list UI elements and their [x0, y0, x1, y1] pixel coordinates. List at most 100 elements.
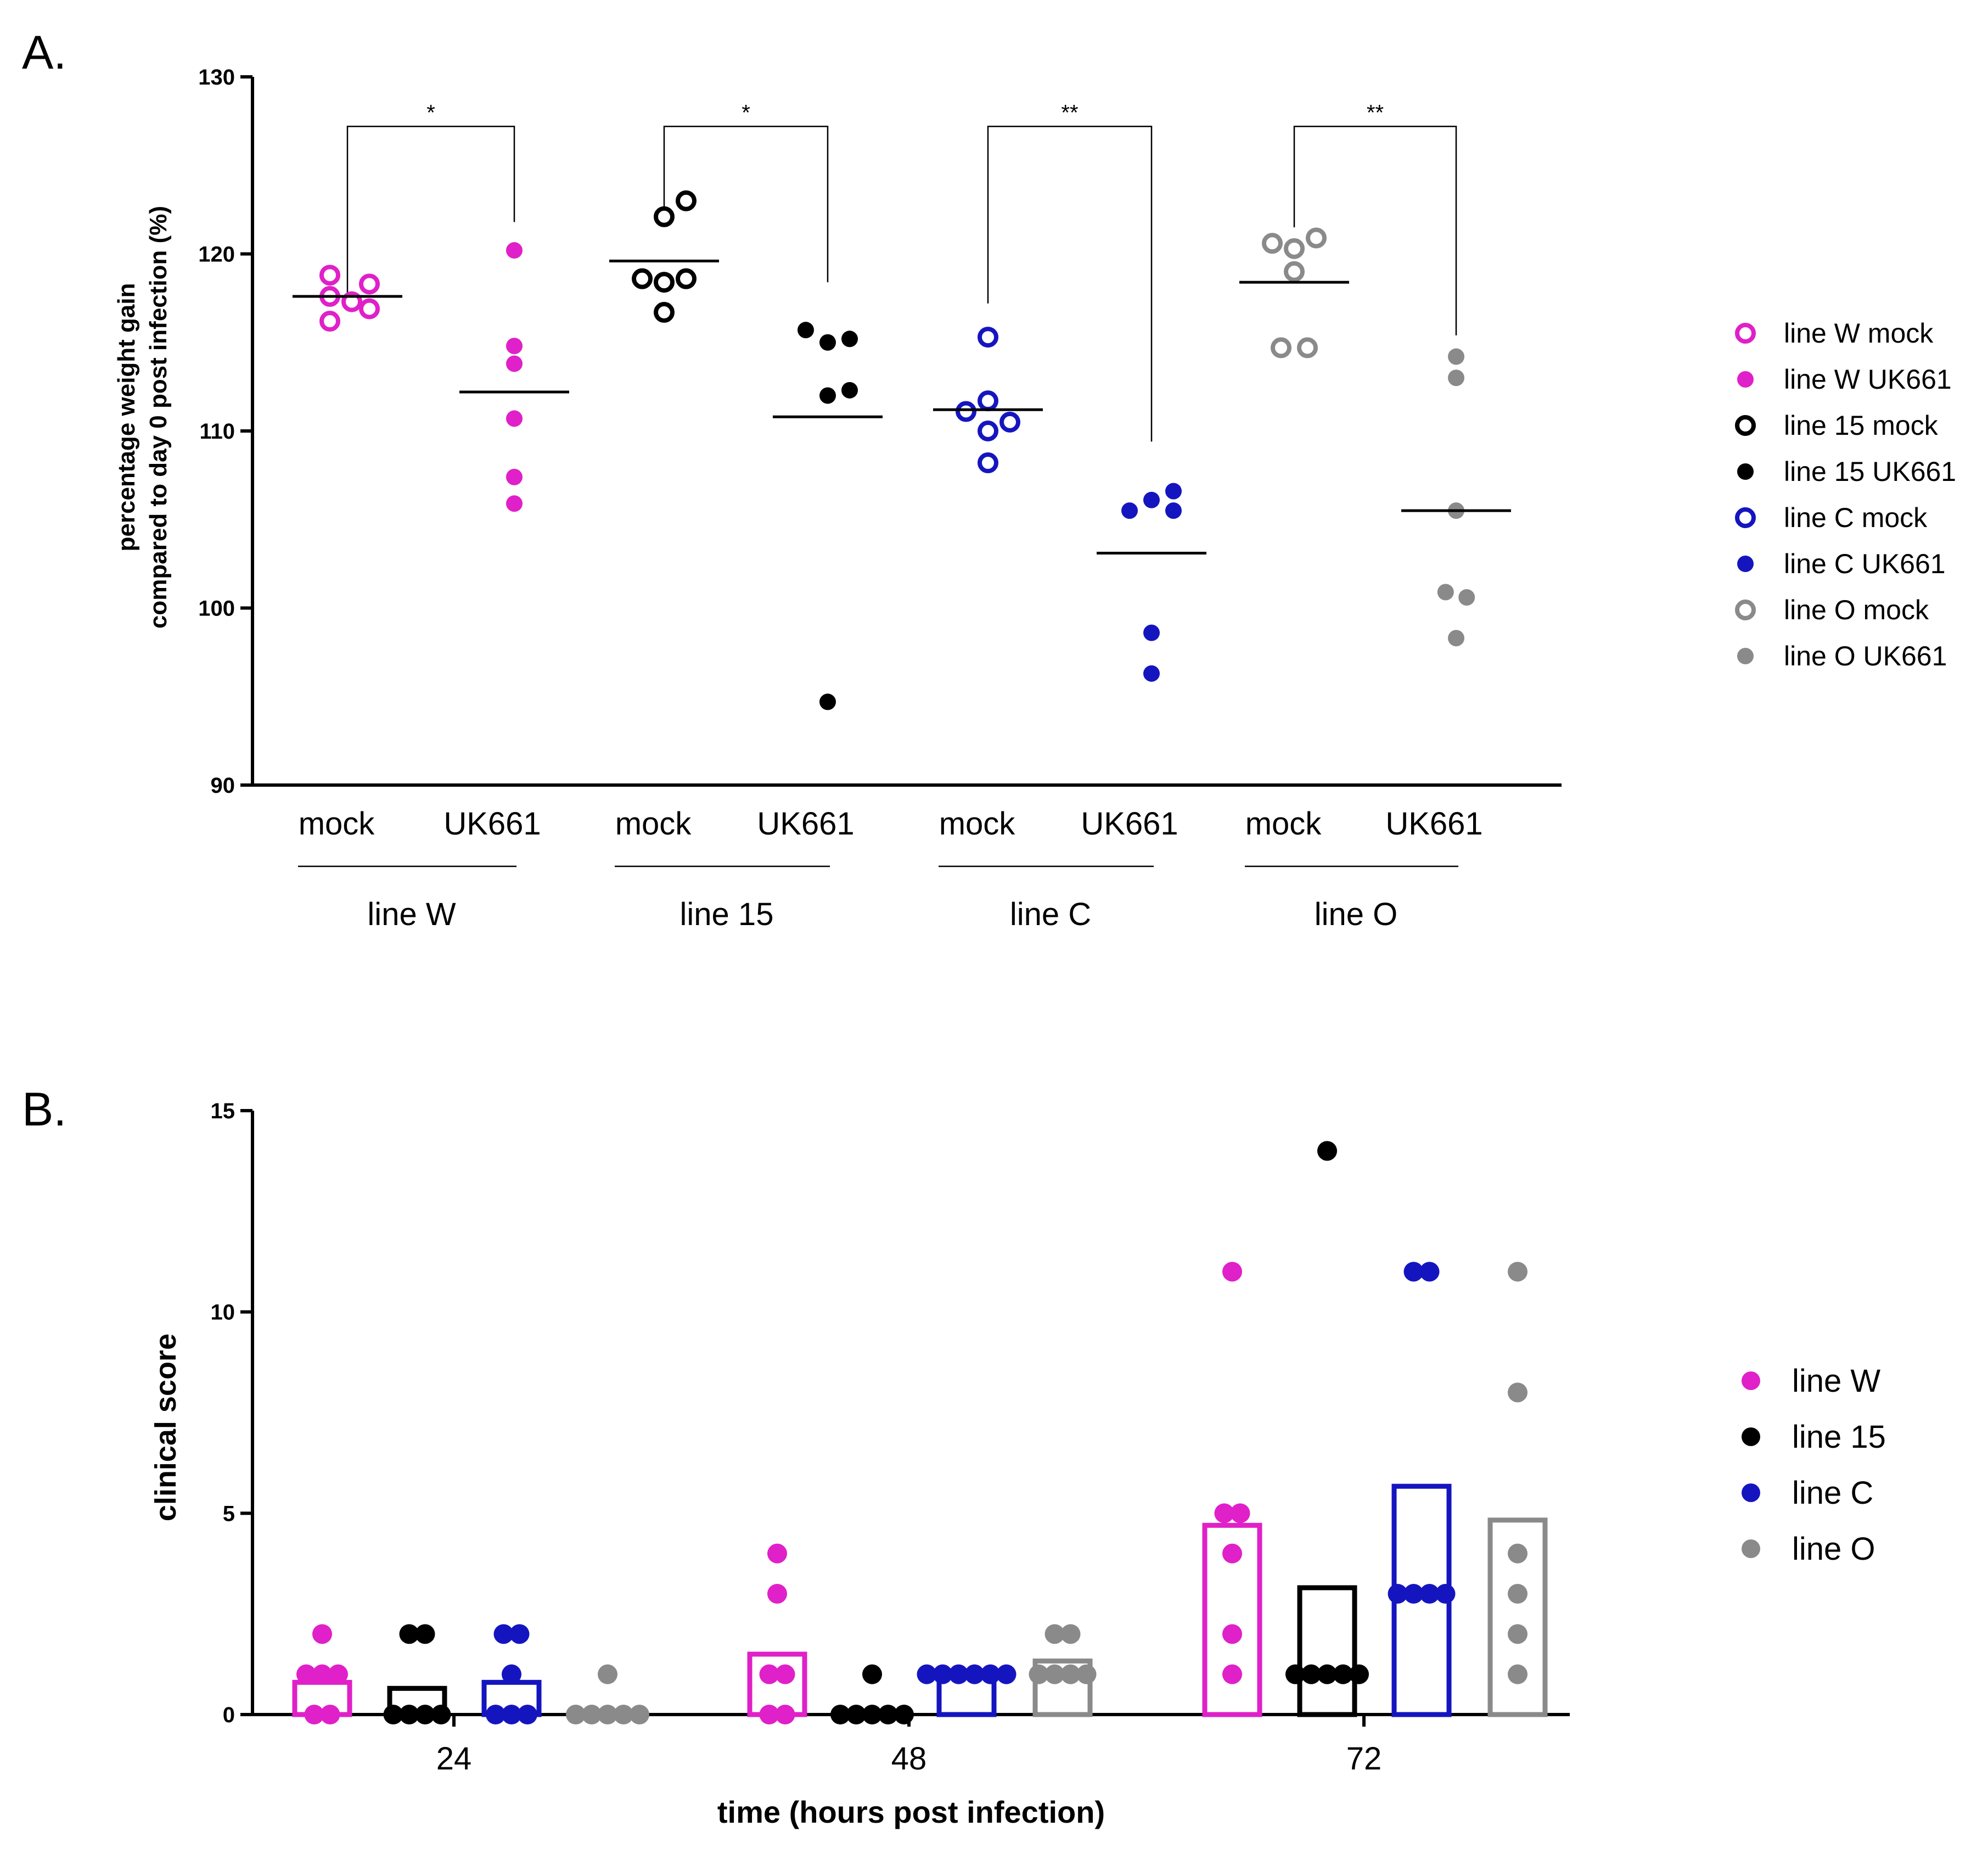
x-group-label: line W	[367, 897, 456, 932]
data-point	[1284, 238, 1305, 259]
data-point	[632, 268, 653, 289]
data-point	[506, 338, 523, 355]
data-point	[980, 1664, 1001, 1684]
data-point	[415, 1705, 435, 1724]
data-point	[1349, 1664, 1369, 1684]
data-point	[566, 1705, 586, 1724]
data-point	[1271, 337, 1291, 359]
data-point	[1301, 1664, 1321, 1684]
x-category-label: UK661	[1081, 806, 1178, 842]
data-point	[359, 298, 380, 320]
data-point	[846, 1705, 866, 1724]
panel-b: B. 0 5 10 15 24 48 72 clinical score time (hou…	[22, 1083, 1886, 1829]
data-point	[767, 1543, 787, 1564]
x-category-label: UK661	[443, 806, 541, 842]
data-point	[654, 301, 675, 323]
significance-bracket	[1293, 126, 1457, 335]
legend-label: line 15	[1792, 1419, 1886, 1455]
data-point	[399, 1705, 419, 1724]
panel-a-axes: 90 100 110 120 130	[198, 65, 1562, 798]
data-point	[830, 1705, 850, 1724]
mean-bar	[1202, 1522, 1262, 1717]
legend-label: line 15 mock	[1784, 410, 1939, 441]
data-point	[506, 468, 523, 485]
data-point	[676, 190, 697, 211]
legend-marker	[1735, 507, 1756, 528]
x-group-label: line 15	[680, 897, 774, 932]
data-point	[509, 1624, 530, 1644]
data-point	[999, 411, 1020, 433]
panel-b-label: B.	[22, 1083, 66, 1136]
data-point	[1448, 369, 1464, 387]
data-point	[1230, 1503, 1250, 1523]
data-point	[759, 1705, 779, 1724]
data-point	[1222, 1262, 1242, 1282]
legend-marker	[1737, 648, 1754, 664]
data-point	[598, 1664, 617, 1684]
data-point	[1222, 1543, 1242, 1564]
legend-marker	[1735, 600, 1756, 620]
data-point	[676, 268, 697, 289]
legend-label: line C mock	[1784, 502, 1928, 533]
data-point	[1419, 1584, 1440, 1604]
significance-marker: *	[426, 100, 435, 125]
y-tick-label: 90	[211, 774, 235, 798]
x-category-label: mock	[1245, 806, 1322, 842]
data-point	[1297, 337, 1318, 359]
data-point	[1317, 1664, 1337, 1684]
data-point	[1165, 483, 1182, 500]
data-point	[654, 206, 675, 227]
data-point	[502, 1705, 521, 1724]
data-point	[383, 1705, 403, 1724]
data-point	[1076, 1664, 1097, 1684]
data-point	[630, 1705, 649, 1724]
legend-label: line W	[1792, 1363, 1880, 1399]
legend-marker	[1735, 323, 1756, 344]
mean-bar	[1032, 1658, 1093, 1717]
significance-brackets: * * ** **	[346, 100, 1457, 442]
panel-a-points	[319, 190, 1475, 710]
x-group-label: line C	[1010, 897, 1091, 932]
x-tick-label: 48	[891, 1741, 927, 1777]
significance-bracket	[346, 126, 515, 304]
data-point	[917, 1664, 937, 1684]
x-tick-label: 24	[436, 1741, 472, 1777]
data-point	[304, 1705, 324, 1724]
data-point	[506, 410, 523, 427]
data-point	[964, 1664, 985, 1684]
data-point	[894, 1705, 914, 1724]
x-category-label: mock	[939, 806, 1016, 842]
panel-a-means	[293, 259, 1511, 555]
data-point	[1435, 1584, 1456, 1604]
data-point	[1060, 1664, 1081, 1684]
y-tick-label: 130	[198, 65, 235, 89]
data-point	[1143, 665, 1160, 682]
data-point	[1403, 1262, 1424, 1282]
legend-marker	[1742, 1427, 1760, 1446]
data-point	[978, 390, 998, 412]
data-point	[978, 421, 998, 441]
data-point	[1214, 1503, 1234, 1523]
data-point	[319, 311, 340, 332]
data-point	[320, 1705, 340, 1724]
data-point	[1029, 1664, 1049, 1684]
significance-marker: *	[742, 100, 750, 125]
data-point	[996, 1664, 1017, 1684]
data-point	[399, 1624, 419, 1644]
data-point	[1262, 233, 1283, 254]
data-point	[798, 322, 814, 339]
data-point	[1508, 1382, 1527, 1403]
legend-marker	[1737, 556, 1754, 572]
data-point	[431, 1705, 451, 1724]
data-point	[1437, 584, 1454, 601]
data-point	[1060, 1624, 1081, 1644]
legend-marker	[1737, 463, 1754, 480]
data-point	[296, 1664, 316, 1684]
data-point	[759, 1664, 779, 1684]
legend-marker	[1742, 1483, 1760, 1502]
y-tick-label: 5	[223, 1502, 235, 1526]
panel-a: A. 90 100 110 120 130 percentage weight gain…	[22, 26, 1956, 932]
data-point	[506, 242, 523, 259]
data-point	[518, 1705, 537, 1724]
